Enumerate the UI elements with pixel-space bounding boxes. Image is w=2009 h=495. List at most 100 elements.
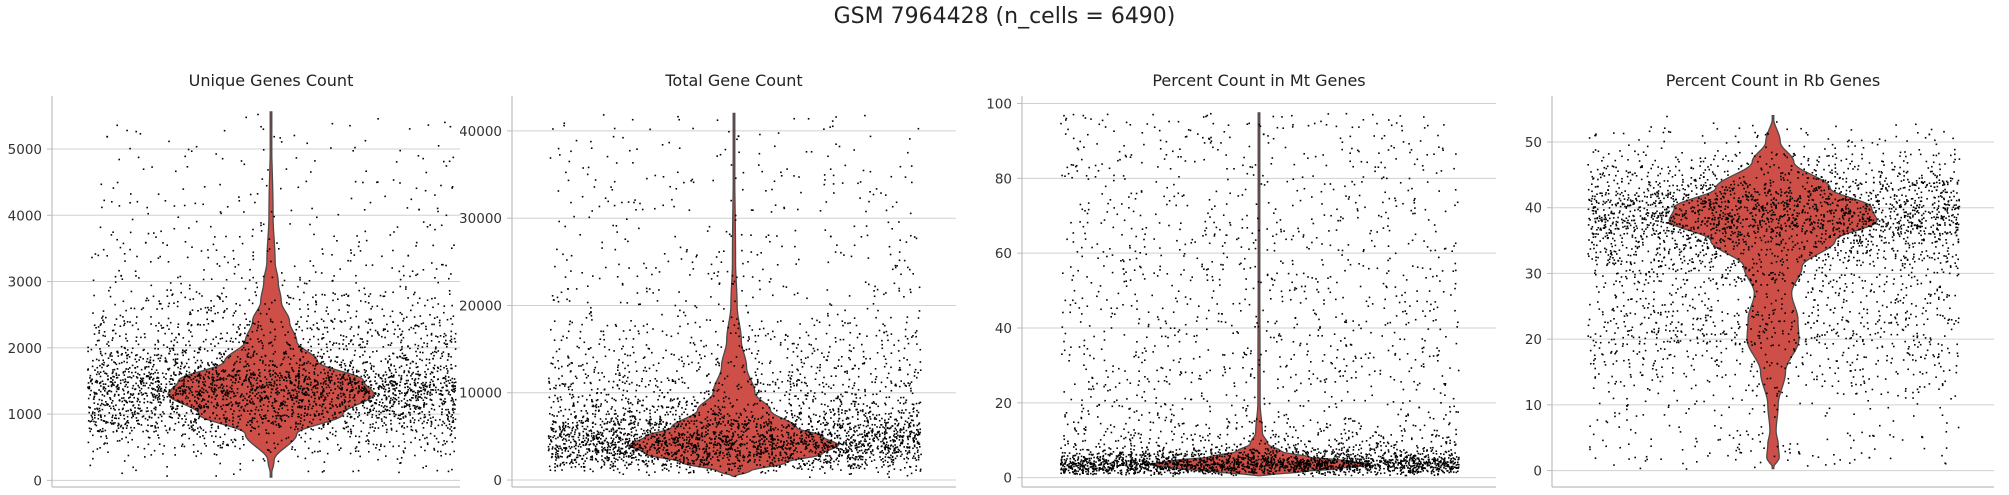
y-tick-label: 2000 [8,341,42,357]
data-point [250,430,252,432]
data-point [120,274,123,277]
y-tick-label: 10 [1525,398,1542,414]
data-point [1790,165,1793,167]
data-point [211,320,214,322]
data-point [1122,268,1125,270]
panel-title: Unique Genes Count [189,71,354,90]
data-point [327,371,329,374]
y-tick-label: 30000 [460,211,502,227]
violin-panel-rb-genes: Percent Count in Rb Genes 0 10 20 30 40 50 [1525,71,1994,488]
y-tick-label: 0 [493,473,502,489]
data-point [197,413,200,416]
data-point [1882,220,1885,223]
violin-body [1147,112,1371,477]
data-point [1645,201,1648,204]
data-point [95,392,98,395]
figure-title: GSM 7964428 (n_cells = 6490) [833,4,1176,29]
violin-body [1668,115,1878,470]
violin-panel-unique-genes: Unique Genes Count 0 1000 2000 3000 4000 5000 [8,71,460,489]
data-point [1698,209,1701,211]
data-point [1921,436,1924,439]
data-point [1194,465,1197,468]
data-point [1727,206,1729,209]
data-point [1293,470,1295,473]
data-point [726,448,729,451]
data-point [659,420,662,423]
data-point [595,434,598,437]
data-point [829,235,832,238]
data-point [1765,323,1768,326]
data-point [1857,228,1860,231]
data-point [897,451,900,453]
data-point [134,367,137,369]
data-point [1350,462,1352,465]
data-point [1935,189,1938,192]
jitter-points [547,114,922,478]
y-tick-label: 40000 [460,124,502,140]
data-point [819,455,821,458]
y-tick-label: 40 [995,321,1012,337]
data-point [1236,445,1238,448]
data-point [418,208,420,211]
jitter-points [1060,112,1460,477]
data-point [1674,247,1676,249]
data-point [172,344,175,347]
data-point [1278,461,1280,463]
y-tick-label: 50 [1525,135,1542,151]
data-point [1334,454,1337,457]
data-point [1137,432,1140,435]
data-point [264,396,266,399]
violin-panel-total-gene-count: Total Gene Count 0 10000 20000 30000 40000 [460,71,956,489]
data-point [1751,389,1754,392]
data-point [606,449,608,452]
data-point [106,135,109,138]
y-tick-label: 20 [995,396,1012,412]
data-point [1319,380,1322,383]
y-tick-label: 20000 [460,298,502,314]
y-tick-label: 0 [33,473,42,489]
data-point [236,331,238,334]
data-point [1804,340,1807,343]
data-point [288,392,291,394]
y-tick-label: 3000 [8,275,42,291]
data-point [1596,217,1598,220]
data-point [1111,464,1113,466]
data-point [805,394,807,397]
y-tick-label: 100 [986,96,1012,112]
data-point [432,357,434,360]
data-point [844,370,846,373]
data-point [158,302,161,305]
data-point [1361,456,1364,459]
data-point [225,404,228,406]
data-point [1712,223,1715,226]
y-tick-label: 20 [1525,332,1542,348]
data-point [1776,362,1779,365]
y-tick-label: 10000 [460,386,502,402]
data-point [1080,464,1083,467]
data-point [1221,313,1223,315]
data-point [620,447,623,450]
data-point [712,431,715,433]
data-point [1403,466,1405,469]
y-tick-label: 0 [1003,471,1012,487]
data-point [1843,289,1846,292]
data-point [1376,463,1379,466]
data-point [556,446,559,448]
jitter-points [87,113,457,477]
violin-body [167,111,375,478]
y-tick-label: 80 [995,171,1012,187]
data-point [1209,467,1212,469]
data-point [379,377,382,379]
panel-title: Percent Count in Mt Genes [1152,71,1365,90]
data-point [393,415,396,418]
data-point [1635,197,1637,200]
data-point [365,389,368,392]
data-point [581,458,584,460]
data-point [567,288,569,290]
data-point [766,411,768,414]
data-point [1095,467,1098,470]
panel-title: Percent Count in Rb Genes [1666,71,1880,90]
violin-body [628,112,840,478]
data-point [737,135,740,138]
data-point [1418,406,1421,409]
